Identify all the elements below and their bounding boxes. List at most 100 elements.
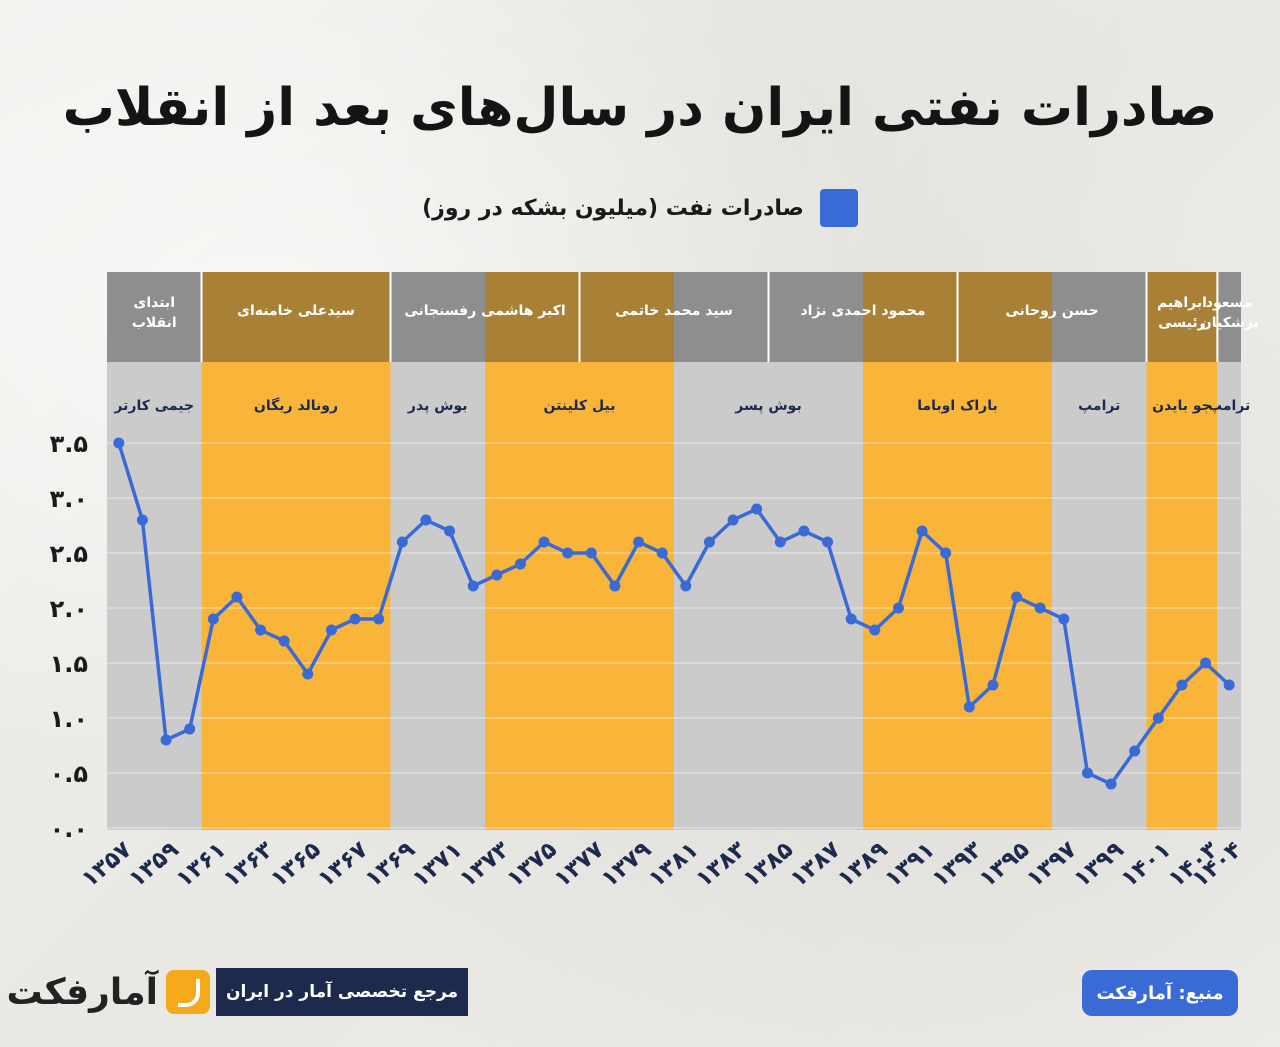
data-point (1152, 712, 1164, 724)
data-point (680, 580, 692, 592)
data-point (892, 602, 904, 614)
x-tick-label: ۱۴۰۱ (1116, 837, 1176, 893)
data-point (255, 624, 267, 636)
data-point (278, 635, 290, 647)
data-point (774, 536, 786, 548)
data-point (349, 613, 361, 625)
leader-label-2: اکبر هاشمی رفسنجانی (404, 303, 565, 319)
y-tick-label: ۲.۰ (50, 595, 88, 623)
x-tick-label: ۱۳۵۹ (124, 837, 184, 893)
data-point (1058, 613, 1070, 625)
reference-badge: مرجع تخصصی آمار در ایران (216, 968, 468, 1016)
x-tick-label: ۱۳۷۷ (549, 837, 609, 893)
data-point (325, 624, 337, 636)
leader-label-1: سیدعلی خامنه‌ای (237, 303, 355, 319)
leader-label-4: محمود احمدی نژاد (801, 303, 926, 319)
data-point (633, 536, 645, 548)
data-point (656, 547, 668, 559)
oil-export-chart: ابتدای انقلاب سیدعلی خامنه‌ای اکبر هاشمی رف… (50, 272, 1259, 893)
y-tick-label: ۳.۰ (50, 485, 88, 513)
x-tick-label: ۱۳۹۳ (927, 837, 987, 893)
data-point (1081, 767, 1093, 779)
data-point (1034, 602, 1046, 614)
x-tick-label: ۱۳۷۳ (455, 837, 515, 893)
logo-mark-icon (166, 970, 210, 1014)
president-band-2 (390, 272, 485, 830)
president-band-7 (1146, 272, 1218, 830)
data-point (136, 514, 148, 526)
data-point (987, 679, 999, 691)
president-label-4: بوش پسر (734, 398, 801, 414)
y-tick-label: ۰.۵ (50, 760, 88, 788)
data-point (514, 558, 526, 570)
president-band-6 (1052, 272, 1147, 830)
data-point (1011, 591, 1023, 603)
x-tick-label: ۱۳۸۷ (786, 837, 846, 893)
x-tick-label: ۱۳۸۱ (644, 837, 704, 893)
x-tick-label: ۱۳۷۱ (408, 837, 468, 893)
president-label-7: جو بایدن (1152, 398, 1212, 414)
president-label-8: ترامپ (1208, 398, 1250, 414)
x-tick-label: ۱۳۷۵ (502, 837, 562, 893)
president-band-5 (863, 272, 1052, 830)
data-point (207, 613, 219, 625)
president-label-5: باراک اوباما (917, 398, 998, 414)
data-point (1223, 679, 1235, 691)
president-band-1 (201, 272, 391, 830)
x-tick-label: ۱۳۶۵ (266, 837, 326, 893)
data-point (113, 437, 125, 449)
leader-cell-part-3-4 (674, 272, 769, 362)
president-label-2: بوش پدر (407, 398, 468, 414)
president-label-6: ترامپ (1078, 398, 1120, 414)
source-badge: منبع: آمارفکت (1082, 970, 1238, 1016)
x-tick-label: ۱۳۸۳ (691, 837, 751, 893)
president-band-0 (107, 272, 202, 830)
president-band-3 (485, 272, 674, 830)
x-tick-label: ۱۳۶۷ (313, 837, 373, 893)
amarfact-logo: آمارفکت (7, 962, 210, 1022)
data-point (396, 536, 408, 548)
legend: صادرات نفت (میلیون بشکه در روز) (0, 186, 1280, 230)
data-point (467, 580, 479, 592)
x-tick-label: ۱۳۸۵ (738, 837, 798, 893)
data-point (751, 503, 763, 515)
leader-cell-part-5-5 (957, 272, 1052, 362)
leader-cell-1 (201, 272, 391, 362)
data-point (940, 547, 952, 559)
data-point (373, 613, 385, 625)
president-label-3: بیل کلینتن (544, 398, 616, 414)
data-point (444, 525, 456, 537)
y-tick-label: ۲.۵ (50, 540, 88, 568)
x-tick-label: ۱۳۹۹ (1069, 837, 1129, 893)
data-point (1129, 745, 1141, 757)
president-label-1: رونالد ریگان (254, 397, 338, 414)
leader-label-7: مسعود پزشکیان (1200, 295, 1259, 331)
data-point (963, 701, 975, 713)
leader-cell-part-4-5 (863, 272, 958, 362)
legend-label: صادرات نفت (میلیون بشکه در روز) (422, 195, 804, 221)
legend-swatch (819, 189, 858, 227)
x-tick-label: ۱۳۶۱ (171, 837, 231, 893)
leader-cell-part-2-3 (485, 272, 580, 362)
leader-cell-7 (1217, 272, 1241, 362)
data-point (703, 536, 715, 548)
x-tick-label: ۱۳۸۹ (833, 837, 893, 893)
leader-label-0: ابتدای انقلاب (132, 295, 177, 331)
y-tick-label: ۱.۰ (50, 705, 88, 733)
president-label-0: جیمی کارتر (113, 398, 194, 414)
leader-label-5: حسن روحانی (1005, 303, 1098, 319)
data-point (727, 514, 739, 526)
leader-cell-6 (1146, 272, 1218, 362)
x-tick-label: ۱۳۶۹ (360, 837, 420, 893)
data-point (538, 536, 550, 548)
x-tick-label: ۱۳۹۱ (880, 837, 940, 893)
leader-label-3: سید محمد خاتمی (615, 303, 733, 319)
data-point (420, 514, 432, 526)
leader-cell-part-5-6 (1052, 272, 1147, 362)
data-point (845, 613, 857, 625)
data-point (869, 624, 881, 636)
data-point (491, 569, 503, 581)
data-point (1176, 679, 1188, 691)
x-tick-label: ۱۳۷۹ (597, 837, 657, 893)
data-point (160, 734, 172, 746)
